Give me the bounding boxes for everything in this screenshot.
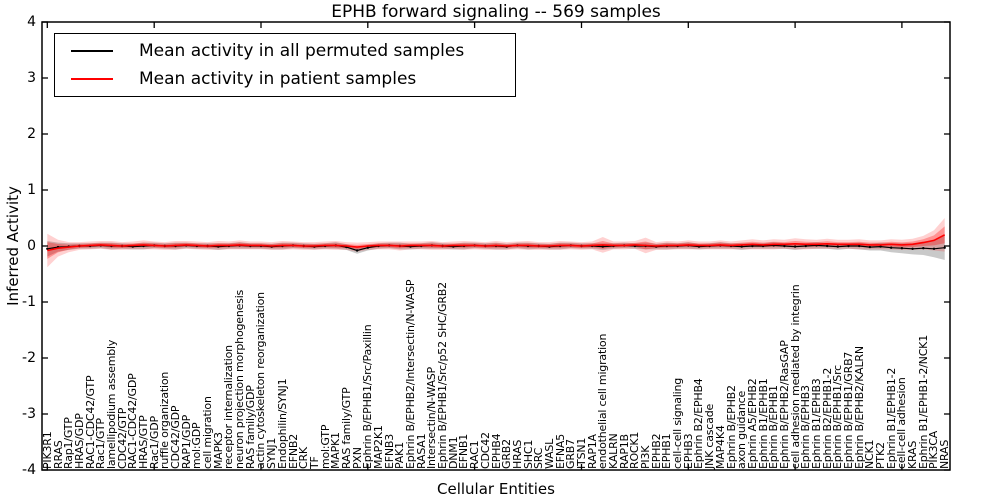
legend: Mean activity in all permuted samples Me…	[54, 33, 516, 97]
y-tick-label: 4	[27, 14, 36, 30]
legend-label-permuted: Mean activity in all permuted samples	[139, 41, 465, 62]
y-tick-label: 2	[27, 126, 36, 142]
y-tick-label: 1	[27, 182, 36, 198]
y-tick-label: -2	[22, 350, 36, 366]
x-axis-label: Cellular Entities	[437, 480, 555, 498]
permuted-line-swatch	[71, 50, 113, 53]
legend-item-permuted: Mean activity in all permuted samples	[55, 41, 515, 61]
legend-label-patient: Mean activity in patient samples	[139, 68, 417, 89]
y-tick-label: 0	[27, 238, 36, 254]
patient-line-swatch	[71, 77, 113, 80]
y-tick-label: -3	[22, 406, 36, 422]
chart-title: EPHB forward signaling -- 569 samples	[331, 2, 661, 22]
y-tick-label: 3	[27, 70, 36, 86]
legend-item-patient: Mean activity in patient samples	[55, 69, 515, 89]
y-tick-label: -1	[22, 294, 36, 310]
y-tick-label: -4	[22, 462, 36, 478]
